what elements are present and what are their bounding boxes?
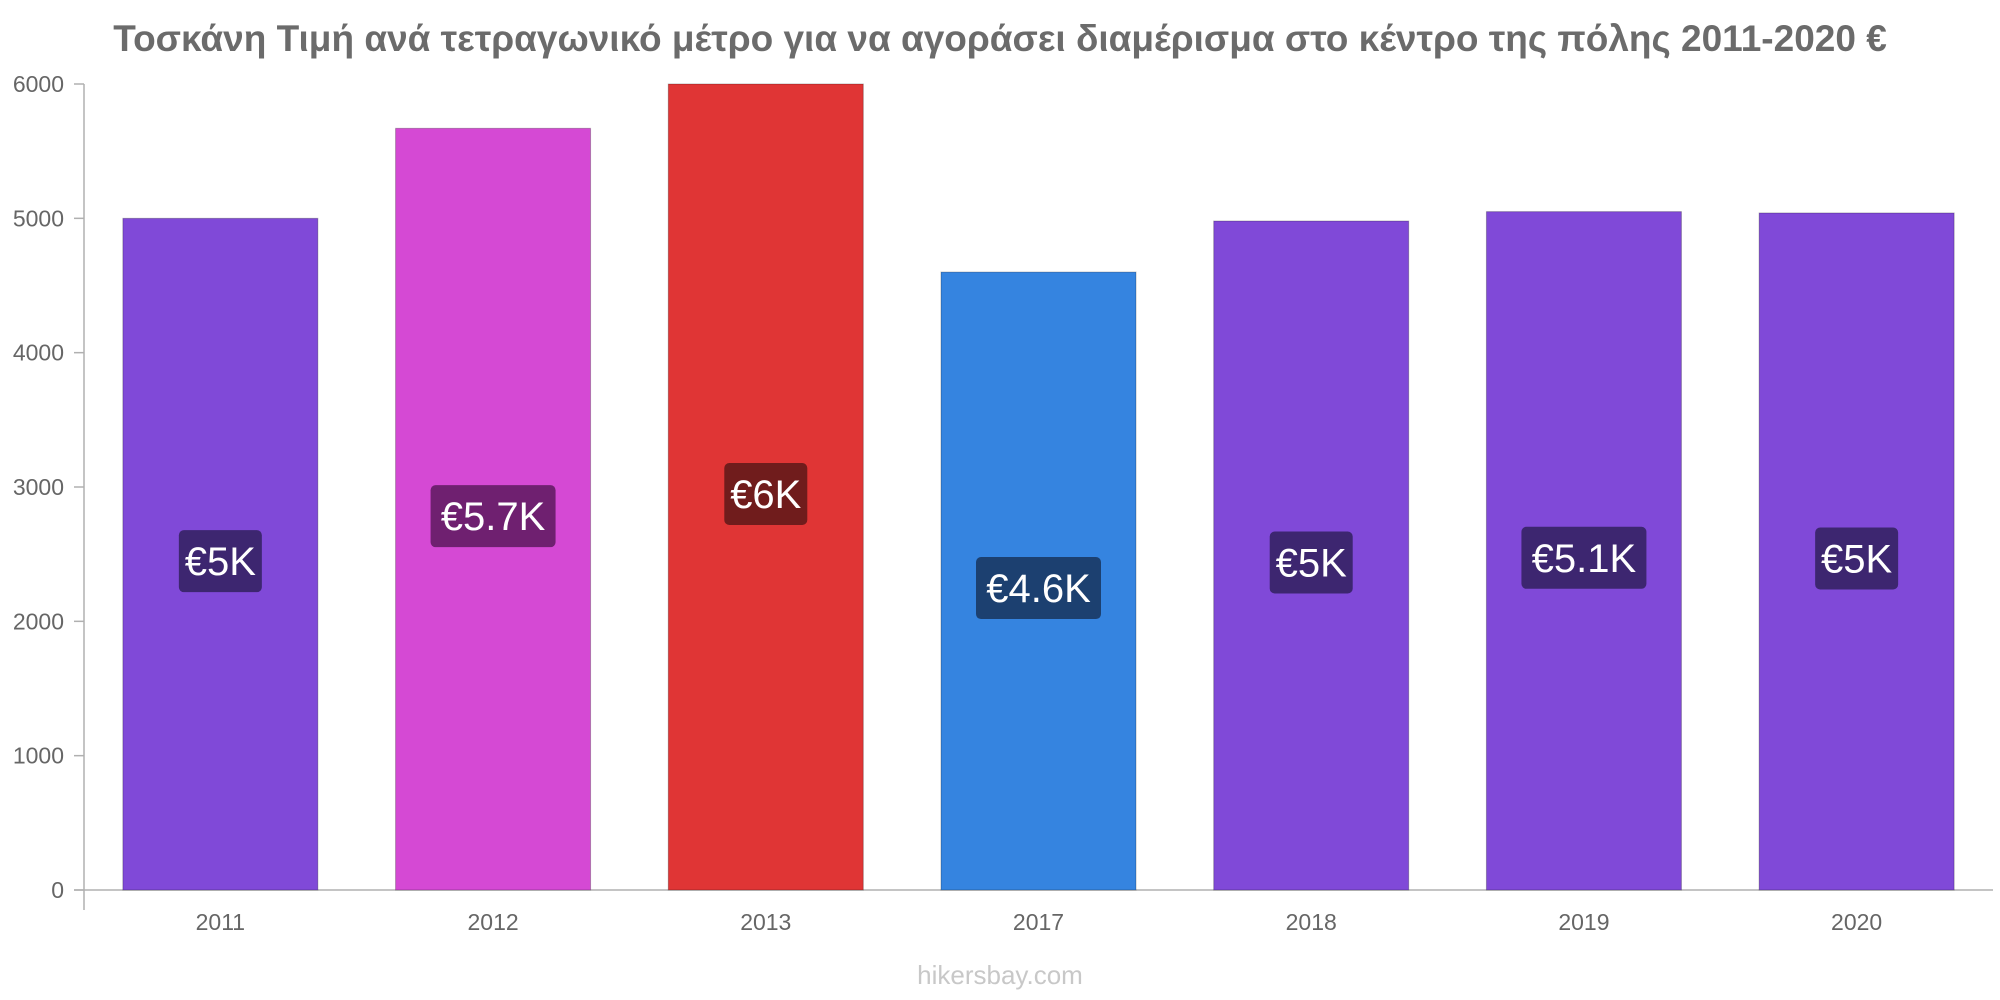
y-tick-label: 6000 bbox=[13, 71, 64, 97]
x-tick-label-2020: 2020 bbox=[1831, 909, 1882, 935]
data-label-2011: €5K bbox=[185, 540, 256, 584]
watermark: hikersbay.com bbox=[917, 960, 1083, 990]
data-label-box-2018 bbox=[1269, 531, 1353, 594]
y-tick-label: 4000 bbox=[13, 340, 64, 366]
data-label-box-2019 bbox=[1521, 526, 1647, 589]
y-tick-label: 3000 bbox=[13, 474, 64, 500]
data-label-2019: €5.1K bbox=[1532, 537, 1637, 581]
y-tick-label: 1000 bbox=[13, 743, 64, 769]
x-tick-label-2012: 2012 bbox=[467, 909, 518, 935]
x-tick-label-2013: 2013 bbox=[740, 909, 791, 935]
x-tick-label-2019: 2019 bbox=[1558, 909, 1609, 935]
data-label-2017: €4.6K bbox=[986, 567, 1091, 611]
data-label-box-2013 bbox=[724, 463, 808, 525]
y-tick-label: 5000 bbox=[13, 205, 64, 231]
data-label-box-2020 bbox=[1815, 527, 1899, 590]
x-tick-label-2011: 2011 bbox=[196, 909, 245, 935]
data-label-2013: €6K bbox=[730, 473, 801, 517]
data-label-2018: €5K bbox=[1276, 542, 1347, 586]
data-label-box-2012 bbox=[430, 485, 556, 548]
y-tick-label: 0 bbox=[51, 877, 64, 903]
x-tick-label-2017: 2017 bbox=[1013, 909, 1064, 935]
data-label-box-2011 bbox=[178, 530, 262, 593]
data-label-box-2017 bbox=[976, 557, 1101, 620]
y-tick-label: 2000 bbox=[13, 608, 64, 634]
chart-title: Τοσκάνη Τιμή ανά τετραγωνικό μέτρο για ν… bbox=[113, 18, 1887, 59]
data-label-2020: €5K bbox=[1821, 537, 1892, 581]
x-tick-label-2018: 2018 bbox=[1286, 909, 1337, 935]
data-label-2012: €5.7K bbox=[441, 495, 546, 539]
